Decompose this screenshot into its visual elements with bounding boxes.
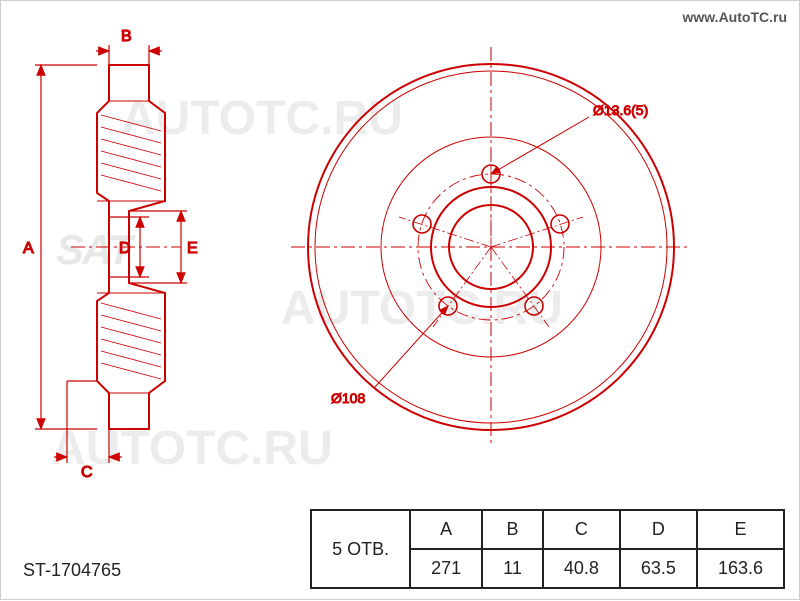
- val-A: 271: [410, 549, 482, 588]
- table-row: 5 ОТВ. A B C D E: [311, 510, 784, 549]
- dim-label-A: A: [23, 240, 34, 257]
- val-E: 163.6: [697, 549, 784, 588]
- front-disc-view: Ø13.6(5) Ø108: [291, 47, 691, 447]
- dim-label-B: B: [121, 28, 132, 45]
- col-B: B: [482, 510, 543, 549]
- dim-label-D: D: [119, 240, 131, 257]
- col-E: E: [697, 510, 784, 549]
- col-A: A: [410, 510, 482, 549]
- val-C: 40.8: [543, 549, 620, 588]
- val-B: 11: [482, 549, 543, 588]
- col-D: D: [620, 510, 697, 549]
- dim-label-E: E: [187, 240, 198, 257]
- val-D: 63.5: [620, 549, 697, 588]
- bolt-circle-annot: Ø108: [331, 390, 365, 406]
- bolt-dia-annot: Ø13.6(5): [593, 102, 648, 118]
- holes-count-cell: 5 ОТВ.: [311, 510, 410, 588]
- drawing-container: AUTOTC.RU AUTOTC.RU AUTOTC.RU www.AutoTC…: [0, 0, 800, 600]
- dimension-table: 5 ОТВ. A B C D E 271 11 40.8 63.5 163.6: [310, 509, 785, 589]
- col-C: C: [543, 510, 620, 549]
- part-number-label: ST-1704765: [23, 560, 121, 581]
- dim-label-C: C: [81, 464, 93, 481]
